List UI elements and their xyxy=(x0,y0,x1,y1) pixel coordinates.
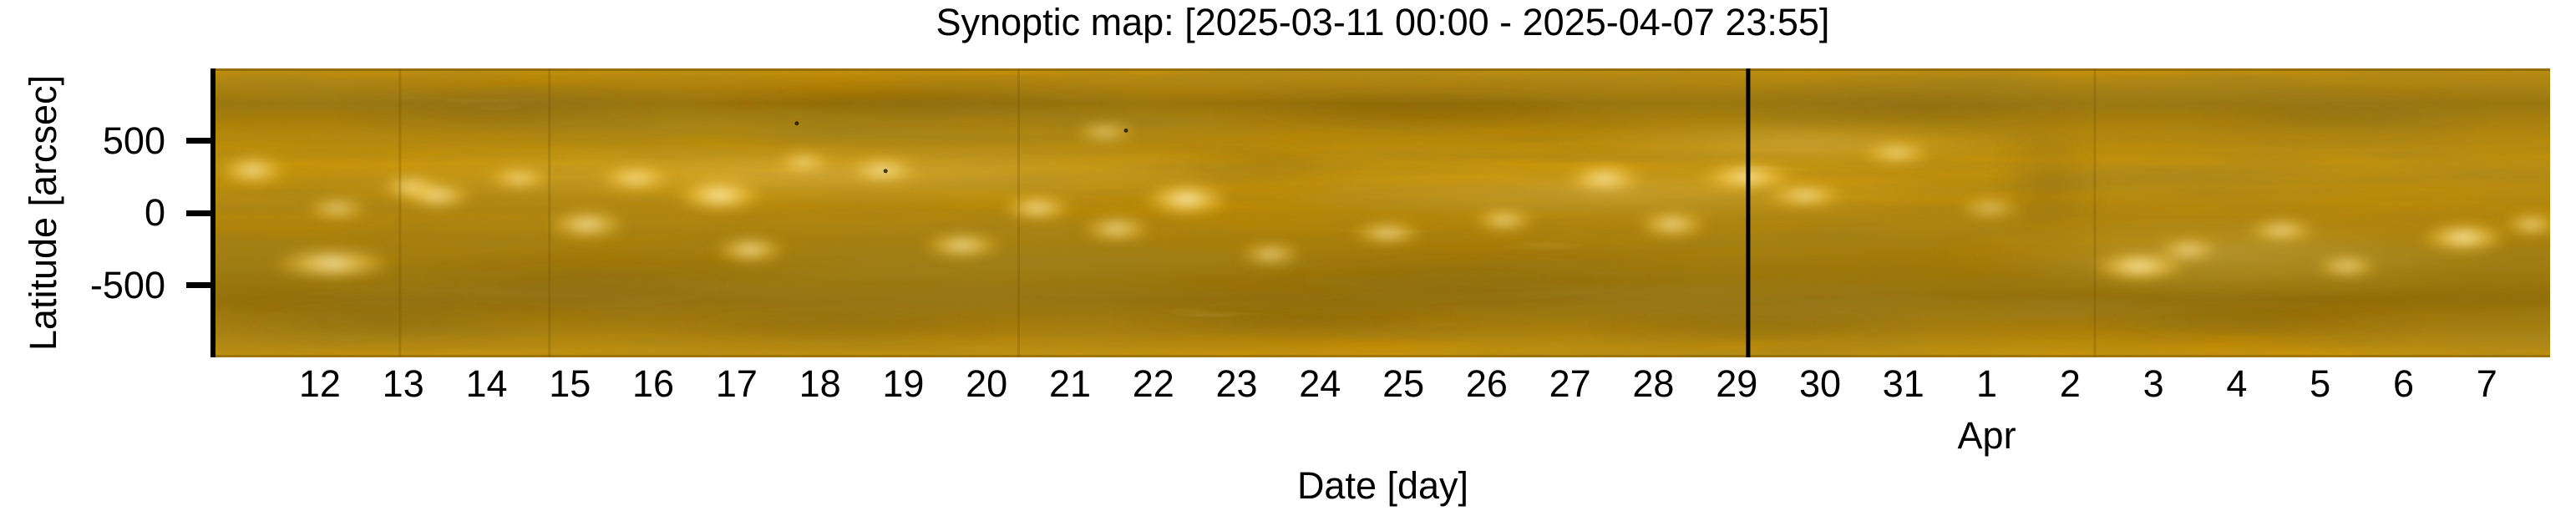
synoptic-map-image xyxy=(216,68,2550,357)
image-seam-line xyxy=(1017,68,1020,357)
x-tick-label: 2 xyxy=(2059,362,2081,405)
x-tick-label: 4 xyxy=(2226,362,2248,405)
x-tick-label: 5 xyxy=(2310,362,2331,405)
x-tick-label: 25 xyxy=(1382,362,1425,405)
y-tick-label: 0 xyxy=(144,191,165,234)
seam-artifacts-layer xyxy=(398,68,2097,357)
x-tick-label: 20 xyxy=(966,362,1008,405)
x-tick-label: 18 xyxy=(799,362,841,405)
map-top-edge xyxy=(216,68,2550,71)
x-tick-label: 23 xyxy=(1215,362,1258,405)
bad-pixel-speck xyxy=(1123,128,1128,133)
y-tick-mark xyxy=(186,282,210,288)
x-tick-label: 21 xyxy=(1048,362,1091,405)
figure-title: Synoptic map: [2025-03-11 00:00 - 2025-0… xyxy=(936,1,1830,43)
map-noise-bright xyxy=(216,68,2550,357)
x-tick-label: 30 xyxy=(1798,362,1842,405)
x-tick-label: 31 xyxy=(1882,362,1924,405)
x-tick-label: 7 xyxy=(2476,362,2497,405)
x-tick-label: 29 xyxy=(1716,362,1758,405)
x-tick-label: 24 xyxy=(1299,362,1341,405)
x-tick-label: 3 xyxy=(2142,362,2164,405)
image-seam-line xyxy=(398,68,402,357)
x-tick-label: 17 xyxy=(715,362,758,405)
image-seam-line xyxy=(548,68,551,357)
y-tick-mark xyxy=(186,210,210,216)
y-axis-spine xyxy=(210,68,216,357)
x-tick-label: 1 xyxy=(1976,362,1998,405)
x-tick-label: 26 xyxy=(1465,362,1508,405)
x-tick-label: 12 xyxy=(298,362,341,405)
x-tick-label: 15 xyxy=(549,362,591,405)
x-tick-label: 14 xyxy=(465,362,508,405)
y-tick-label: -500 xyxy=(89,263,165,306)
bad-pixel-speck xyxy=(883,169,888,174)
x-axis-label: Date [day] xyxy=(1296,464,1469,507)
image-seam-line xyxy=(2093,68,2097,357)
map-bottom-edge xyxy=(216,355,2550,357)
x-tick-label: 22 xyxy=(1132,362,1174,405)
x-tick-label: 19 xyxy=(882,362,925,405)
y-tick-mark xyxy=(186,138,210,144)
x-tick-label: 16 xyxy=(632,362,675,405)
x-tick-label: 6 xyxy=(2392,362,2414,405)
x-tick-label: 13 xyxy=(382,362,424,405)
x-tick-label: 28 xyxy=(1632,362,1675,405)
y-tick-label: 500 xyxy=(102,119,165,162)
x-tick-label: 27 xyxy=(1549,362,1591,405)
bad-pixel-speck xyxy=(794,121,799,126)
month-label: Apr xyxy=(1957,414,2016,457)
meridian-divider-line xyxy=(1746,68,1751,357)
